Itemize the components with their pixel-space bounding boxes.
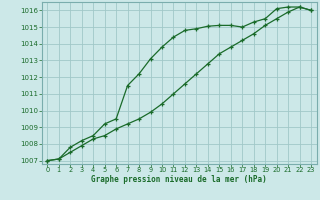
- X-axis label: Graphe pression niveau de la mer (hPa): Graphe pression niveau de la mer (hPa): [91, 175, 267, 184]
